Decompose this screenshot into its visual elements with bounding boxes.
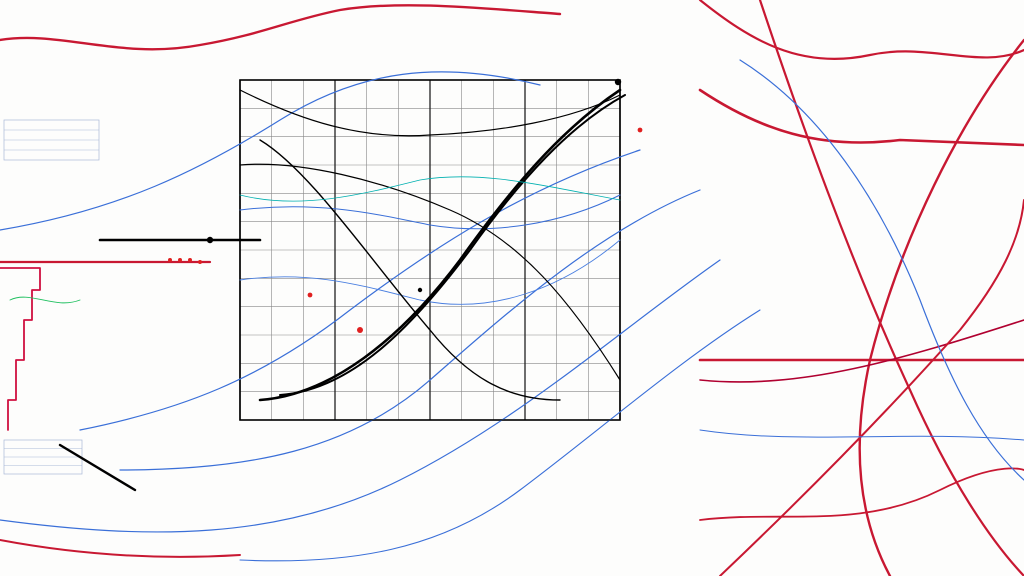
curve bbox=[80, 150, 640, 430]
points-layer bbox=[168, 79, 642, 333]
curve bbox=[740, 60, 1024, 480]
data-point bbox=[418, 288, 422, 292]
curve bbox=[0, 72, 540, 230]
data-point bbox=[615, 79, 621, 85]
data-point bbox=[308, 293, 313, 298]
curve bbox=[700, 0, 1024, 59]
curves-layer bbox=[0, 0, 1024, 576]
curve bbox=[280, 95, 625, 395]
curve bbox=[700, 320, 1024, 382]
data-point bbox=[188, 258, 192, 262]
data-point bbox=[198, 260, 202, 264]
curve bbox=[120, 190, 700, 470]
data-point bbox=[168, 258, 172, 262]
curve bbox=[240, 310, 760, 561]
central-grid bbox=[240, 80, 620, 420]
curve bbox=[260, 140, 560, 400]
plot-canvas bbox=[0, 0, 1024, 576]
curve bbox=[860, 40, 1024, 576]
mini-axes bbox=[4, 120, 99, 160]
curve bbox=[0, 260, 720, 532]
curve bbox=[0, 5, 560, 49]
curve bbox=[700, 90, 1024, 145]
data-point bbox=[638, 128, 643, 133]
data-point bbox=[207, 237, 213, 243]
curve bbox=[60, 445, 135, 490]
curve bbox=[0, 540, 240, 557]
data-point bbox=[357, 327, 363, 333]
data-point bbox=[178, 258, 182, 262]
curve bbox=[0, 268, 40, 430]
curve bbox=[10, 297, 80, 303]
mini-axes bbox=[4, 440, 82, 474]
